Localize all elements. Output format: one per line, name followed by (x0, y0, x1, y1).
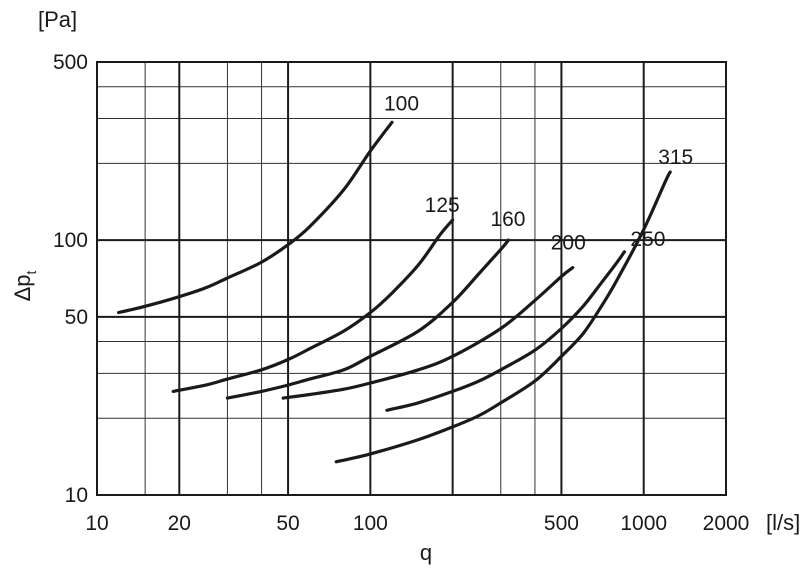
y-tick-label: 500 (53, 51, 88, 74)
y-unit-label: [Pa] (38, 7, 77, 32)
curve-100 (117, 120, 394, 315)
series-label-250: 250 (630, 228, 665, 251)
x-tick-label: 1000 (620, 512, 667, 535)
series-label-160: 160 (490, 208, 525, 231)
x-tick-label: 100 (353, 512, 388, 535)
svg-text:Δpt: Δpt (10, 270, 39, 301)
grid-major-lines (96, 61, 727, 496)
y-axis-title-sub: t (23, 270, 39, 274)
plot-frame (96, 61, 727, 496)
curve-315 (334, 170, 672, 464)
grid-minor-lines (97, 62, 726, 495)
y-tick-label: 50 (65, 306, 88, 329)
x-tick-label: 500 (544, 512, 579, 535)
series-label-200: 200 (551, 232, 586, 255)
series-label-315: 315 (658, 146, 693, 169)
curve-250 (385, 250, 626, 412)
curve-160 (225, 238, 510, 400)
x-tick-labels: 10 20 50 100 500 1000 2000 (85, 512, 749, 535)
x-tick-label: 20 (168, 512, 191, 535)
x-unit-label: [l/s] (766, 510, 800, 535)
x-tick-label: 2000 (703, 512, 750, 535)
series-labels: 100 125 160 200 250 315 (384, 92, 693, 254)
x-axis-title: q (420, 540, 432, 565)
y-tick-labels: 10 50 100 500 (53, 51, 88, 507)
x-tick-label: 10 (85, 512, 108, 535)
series-label-100: 100 (384, 92, 419, 115)
curve-200 (281, 266, 575, 400)
curve-125 (171, 218, 455, 393)
series-label-125: 125 (425, 194, 460, 217)
x-tick-label: 50 (276, 512, 299, 535)
y-axis-title-main: Δp (10, 274, 35, 301)
curves (117, 120, 672, 464)
y-tick-label: 100 (53, 229, 88, 252)
y-tick-label: 10 (65, 484, 88, 507)
y-axis-title: Δpt (10, 270, 39, 301)
